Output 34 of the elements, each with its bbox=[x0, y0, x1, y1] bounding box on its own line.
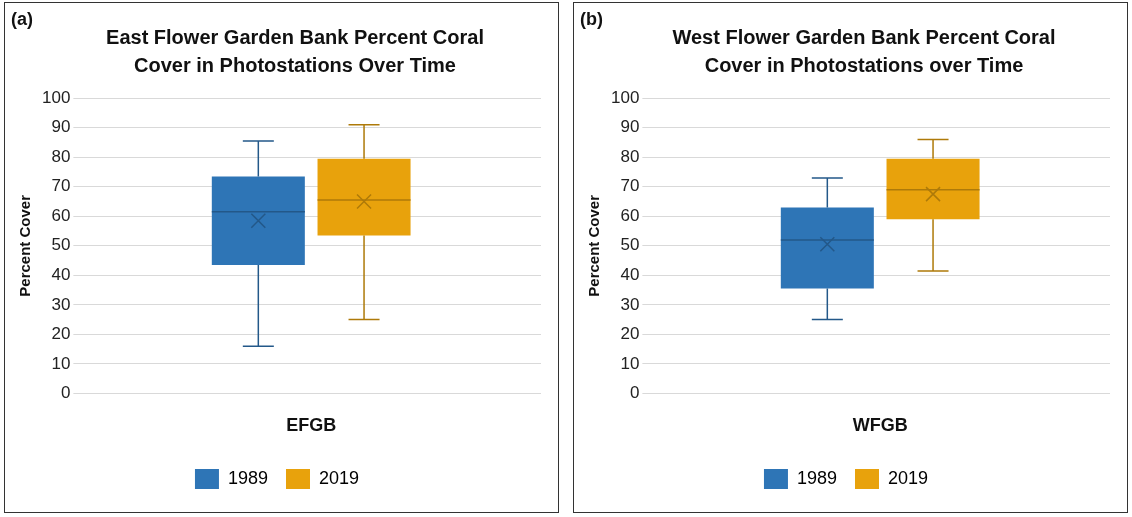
y-tick-label: 60 bbox=[51, 205, 71, 225]
y-tick-label: 10 bbox=[51, 353, 71, 373]
legend-label: 2019 bbox=[319, 467, 360, 488]
text: (a) bbox=[11, 9, 33, 30]
y-tick-label: 80 bbox=[51, 146, 71, 166]
y-tick-label: 100 bbox=[610, 87, 640, 107]
y-tick-label: 20 bbox=[51, 324, 71, 344]
y-tick-label: 70 bbox=[620, 176, 640, 196]
y-tick-label: 50 bbox=[620, 235, 640, 255]
y-tick-label: 60 bbox=[620, 205, 640, 225]
y-axis-title: Percent Cover bbox=[585, 194, 603, 297]
y-tick-label: 70 bbox=[51, 176, 71, 196]
y-tick-label: 10 bbox=[620, 353, 640, 373]
legend-label: 2019 bbox=[888, 467, 929, 488]
y-tick-label: 0 bbox=[629, 383, 640, 403]
y-tick-label: 0 bbox=[60, 383, 71, 403]
legend-label: 1989 bbox=[796, 467, 837, 488]
y-tick-label: 40 bbox=[51, 265, 71, 285]
text: (b) bbox=[580, 9, 603, 30]
y-tick-label: 90 bbox=[620, 117, 640, 137]
chart-title: East Flower Garden Bank Percent Coral Cover in Photostations Over Time bbox=[105, 25, 485, 78]
y-tick-label: 80 bbox=[620, 146, 640, 166]
legend-label: 1989 bbox=[227, 467, 268, 488]
y-tick-label: 100 bbox=[41, 87, 71, 107]
y-tick-label: 40 bbox=[620, 265, 640, 285]
x-tick-label: EFGB bbox=[286, 415, 337, 436]
y-tick-label: 30 bbox=[51, 294, 71, 314]
y-tick-label: 20 bbox=[620, 324, 640, 344]
y-axis-title: Percent Cover bbox=[16, 194, 34, 297]
x-tick-label: WFGB bbox=[852, 415, 908, 436]
y-tick-label: 30 bbox=[620, 294, 640, 314]
chart-title: West Flower Garden Bank Percent Coral Cover in Photostations over Time bbox=[671, 25, 1057, 78]
y-tick-label: 90 bbox=[51, 117, 71, 137]
y-tick-label: 50 bbox=[51, 235, 71, 255]
